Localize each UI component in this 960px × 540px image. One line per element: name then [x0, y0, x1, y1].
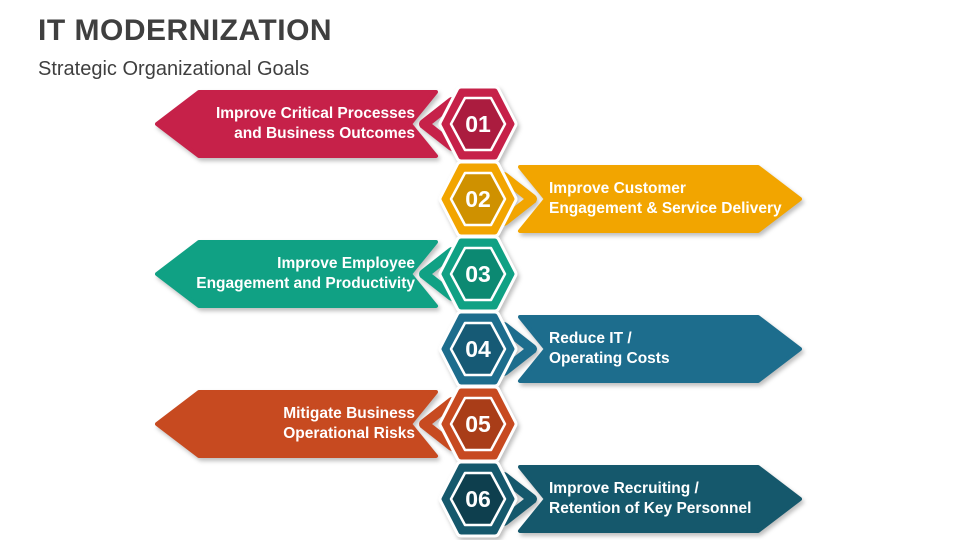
bracket-icon-5 [419, 397, 457, 451]
goal-label-3-line-1: Improve Employee [277, 255, 415, 272]
goal-row-4: Reduce IT / Operating Costs 04 [438, 310, 802, 388]
goal-banner-3 [155, 240, 438, 308]
hexagon-inner-5 [449, 396, 507, 452]
hexagon-inner-1 [449, 96, 507, 152]
goal-banner-6 [518, 465, 802, 533]
slide-subtitle: Strategic Organizational Goals [38, 58, 310, 80]
goal-label-5-line-1: Mitigate Business [283, 405, 415, 422]
goal-label-1-line-2: and Business Outcomes [234, 125, 415, 142]
goal-label-6-line-2: Retention of Key Personnel [549, 500, 751, 517]
goal-number-5: 05 [465, 411, 491, 437]
hexagon-inner-2 [449, 171, 507, 227]
goal-row-3: Improve Employee Engagement and Producti… [155, 235, 518, 313]
hexagon-inner-6 [449, 471, 507, 527]
bracket-icon-4 [499, 322, 537, 376]
goal-label-6-line-1: Improve Recruiting / [549, 480, 700, 497]
goal-label-5-line-2: Operational Risks [283, 425, 415, 442]
bracket-icon-2 [499, 172, 537, 226]
goal-banner-2 [518, 165, 802, 233]
bracket-icon-6 [499, 472, 537, 526]
goal-banner-1 [155, 90, 438, 158]
goal-row-5: Mitigate Business Operational Risks 05 [155, 385, 518, 463]
goal-label-4-line-1: Reduce IT / [549, 330, 632, 347]
goal-label-3-line-2: Engagement and Productivity [196, 275, 415, 292]
goal-number-1: 01 [465, 111, 491, 137]
goal-label-1-line-1: Improve Critical Processes [216, 105, 415, 122]
goal-row-1: Improve Critical Processes and Business … [155, 85, 518, 163]
hexagon-inner-3 [449, 246, 507, 302]
goal-banner-4 [518, 315, 802, 383]
goal-banner-5 [155, 390, 438, 458]
hexagon-inner-4 [449, 321, 507, 377]
goal-number-6: 06 [465, 486, 491, 512]
goal-label-4-line-2: Operating Costs [549, 350, 670, 367]
slide-title: IT MODERNIZATION [38, 14, 333, 47]
goal-label-2-line-1: Improve Customer [549, 180, 686, 197]
goal-number-4: 04 [465, 336, 491, 362]
bracket-icon-1 [419, 97, 457, 151]
goal-row-2: Improve Customer Engagement & Service De… [438, 160, 802, 238]
goal-number-3: 03 [465, 261, 491, 287]
goal-row-6: Improve Recruiting / Retention of Key Pe… [438, 460, 802, 538]
bracket-icon-3 [419, 247, 457, 301]
goal-label-2-line-2: Engagement & Service Delivery [549, 200, 782, 217]
goal-number-2: 02 [465, 186, 491, 212]
